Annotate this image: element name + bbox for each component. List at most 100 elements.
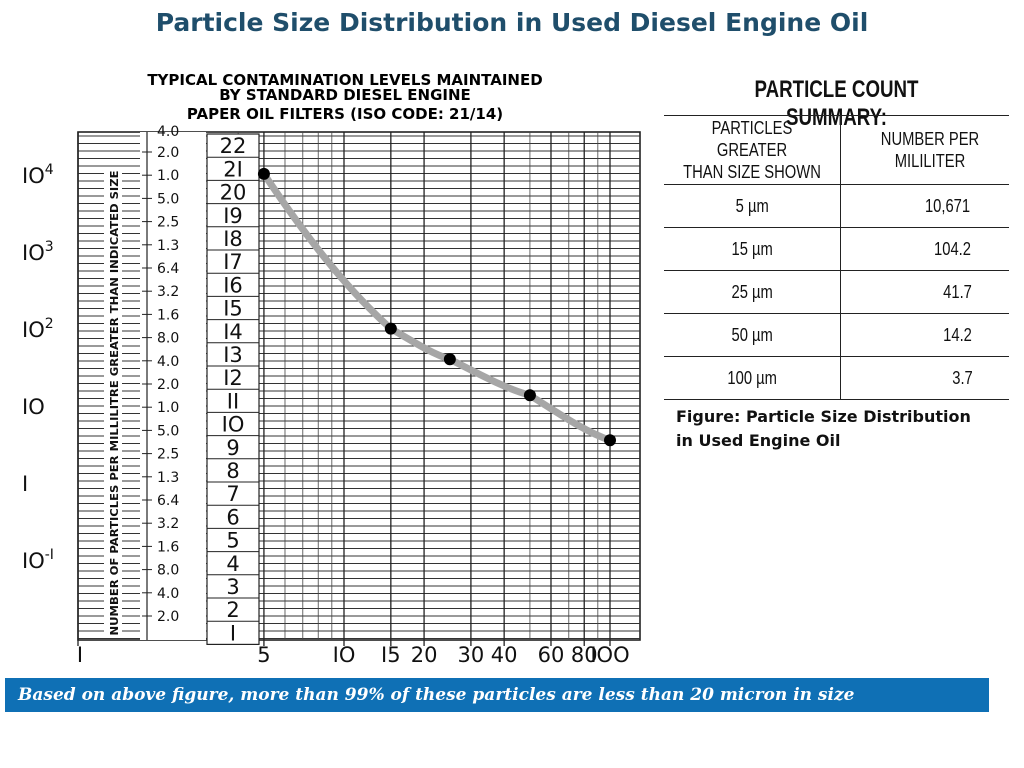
iso-code-label: I8 — [223, 227, 243, 251]
x-tick-label: IOO — [590, 643, 629, 667]
particle-count-table: PARTICLES GREATER THAN SIZE SHOWN NUMBER … — [664, 115, 1009, 400]
slide-title: Particle Size Distribution in Used Diese… — [155, 8, 869, 37]
inner-tick-label: 2.0 — [157, 609, 179, 625]
row-count-cell: 104.2 — [840, 227, 1009, 271]
chart-title-line: TYPICAL CONTAMINATION LEVELS MAINTAINED — [147, 71, 542, 89]
outer-tick-exponent: 4 — [45, 162, 54, 178]
row-count: 104.2 — [934, 238, 971, 259]
distribution-curve — [257, 167, 616, 447]
inner-scale-bg — [140, 132, 206, 640]
row-count: 10,671 — [924, 195, 971, 216]
x-tick-label: 5 — [257, 643, 270, 667]
inner-y-scale: 2.0 1.0 5.0 2.5 1.3 6.4 3.2 1.6 8.0 4.0 2.0 1.0 5.0 2… — [140, 124, 206, 640]
iso-code-label: 2 — [226, 598, 239, 622]
figure-caption: Figure: Particle Size Distribution in Us… — [676, 405, 996, 453]
inner-tick-label: 4.0 — [157, 354, 179, 370]
inner-tick-label: 2.5 — [157, 215, 179, 231]
inner-tick-label: 2.0 — [157, 145, 179, 161]
row-size: 15 µm — [731, 238, 773, 259]
y-label-bg — [104, 168, 122, 638]
inner-tick-label: 8.0 — [157, 563, 179, 579]
row-size-cell: 15 µm — [664, 227, 841, 271]
data-point — [604, 434, 616, 447]
iso-code-label: 9 — [226, 436, 239, 460]
iso-code-label: 4 — [226, 552, 239, 576]
caption-line-2: in Used Engine Oil — [676, 431, 841, 450]
row-count-cell: 14.2 — [840, 313, 1009, 357]
row-size-cell: 25 µm — [664, 270, 841, 314]
iso-code-label: 5 — [226, 529, 239, 553]
inner-tick-label: 6.4 — [157, 493, 179, 509]
data-point — [257, 167, 270, 180]
inner-tick-label: 6.4 — [157, 261, 179, 277]
inner-tick-label: 1.3 — [157, 238, 179, 254]
iso-code-label: 2I — [223, 157, 243, 181]
inner-tick-label: 8.0 — [157, 331, 179, 347]
outer-tick-exponent: 2 — [45, 316, 54, 332]
conclusion-banner: Based on above figure, more than 99% of … — [5, 678, 989, 712]
row-size-cell: 100 µm — [664, 356, 841, 400]
outer-tick-base: IO — [22, 318, 45, 342]
inner-tick-label: 1.0 — [157, 400, 179, 416]
outer-tick-label: I — [22, 472, 28, 496]
outer-tick-base: I — [22, 472, 28, 496]
x-tick-label: 80 — [571, 643, 598, 667]
header-count-line-2: MILILITER — [894, 151, 966, 171]
x-tick-label: 60 — [538, 643, 565, 667]
row-count-cell: 41.7 — [840, 270, 1009, 314]
caption-line-1: Figure: Particle Size Distribution — [676, 407, 971, 426]
column-header-size: PARTICLES GREATER THAN SIZE SHOWN — [664, 115, 841, 185]
iso-code-label: I2 — [223, 366, 243, 390]
iso-code-label: I3 — [223, 343, 243, 367]
outer-tick-label: IO2 — [22, 316, 54, 342]
header-size-line-1: PARTICLES GREATER — [711, 118, 793, 160]
iso-code-label: II — [227, 389, 239, 413]
iso-code-label: 8 — [226, 459, 239, 483]
x-tick-label: IO — [333, 643, 356, 667]
iso-code-label: 20 — [220, 181, 247, 205]
inner-tick-label: 4.0 — [157, 586, 179, 602]
data-point — [384, 322, 397, 335]
table-row: 50 µm 14.2 — [664, 313, 1009, 357]
row-size: 100 µm — [727, 367, 777, 388]
header-size-line-2: THAN SIZE SHOWN — [683, 162, 821, 182]
iso-code-label: 22 — [220, 134, 247, 158]
inner-tick-label: 3.2 — [157, 516, 179, 532]
x-tick-label: I — [77, 643, 83, 667]
row-size-cell: 5 µm — [664, 184, 841, 228]
y-axis-label-text: NUMBER OF PARTICLES PER MILLILITRE GREAT… — [108, 171, 121, 636]
inner-tick-label: 1.3 — [157, 470, 179, 486]
row-size: 25 µm — [731, 281, 773, 302]
data-point — [443, 353, 456, 366]
iso-code-label: I9 — [223, 204, 243, 228]
outer-tick-label: IO3 — [22, 239, 54, 265]
outer-tick-label: IO4 — [22, 162, 54, 188]
iso-code-label: I7 — [223, 250, 243, 274]
x-tick-label: 20 — [411, 643, 438, 667]
iso-code-label: 3 — [226, 575, 239, 599]
inner-tick-label: 2.5 — [157, 447, 179, 463]
row-count: 3.7 — [952, 367, 973, 388]
outer-tick-base: IO — [22, 395, 45, 419]
table-row: 5 µm 10,671 — [664, 184, 1009, 228]
column-header-count: NUMBER PER MILILITER — [840, 115, 1009, 185]
iso-code-label: 6 — [226, 505, 239, 529]
row-count: 14.2 — [943, 324, 972, 345]
iso-code-label: I5 — [223, 297, 243, 321]
iso-code-label: I4 — [223, 320, 243, 344]
inner-tick-label: 1.6 — [157, 307, 179, 323]
column-header-size-text: PARTICLES GREATER THAN SIZE SHOWN — [680, 117, 824, 183]
header-count-line-1: NUMBER PER — [880, 129, 980, 149]
x-tick-label: 40 — [491, 643, 518, 667]
table-row: 100 µm 3.7 — [664, 356, 1009, 400]
y-axis-label: NUMBER OF PARTICLES PER MILLILITRE GREAT… — [104, 168, 122, 638]
table-header-row: PARTICLES GREATER THAN SIZE SHOWN NUMBER … — [664, 115, 1009, 185]
outer-tick-label: IO-I — [22, 547, 54, 573]
inner-tick-label: 2.0 — [157, 377, 179, 393]
outer-tick-exponent: -I — [45, 547, 54, 563]
outer-tick-base: IO — [22, 549, 45, 573]
inner-tick-label-partial: 4.0 — [157, 124, 179, 140]
